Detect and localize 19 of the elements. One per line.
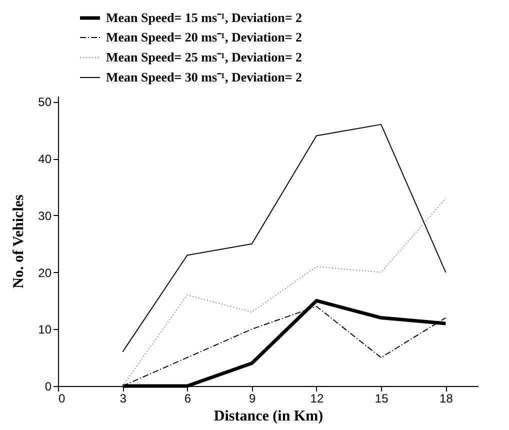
legend-label: Mean Speed= 30 ms⁻¹, Deviation= 2 (106, 70, 302, 84)
y-axis-title: No. of Vehicles (11, 194, 28, 288)
x-axis-title: Distance (in Km) (214, 408, 324, 424)
y-tick-label: 20 (38, 266, 52, 280)
x-tick-label: 9 (249, 392, 256, 406)
x-tick-label: 12 (310, 392, 324, 406)
x-tick-label: 6 (184, 392, 192, 406)
x-tick-label: 3 (120, 392, 127, 406)
legend-label: Mean Speed= 25 ms⁻¹, Deviation= 2 (106, 50, 302, 64)
legend-label: Mean Speed= 20 ms⁻¹, Deviation= 2 (106, 30, 302, 44)
y-tick-label: 50 (38, 95, 52, 110)
legend-label: Mean Speed= 15 ms⁻¹, Deviation= 2 (106, 10, 302, 25)
y-tick-label: 30 (38, 208, 52, 223)
x-tick-label: 15 (374, 392, 389, 406)
y-tick-label: 10 (38, 322, 52, 337)
y-tick-label: 0 (44, 380, 52, 394)
x-tick-label: 18 (440, 392, 454, 406)
y-tick-label: 40 (38, 152, 52, 166)
x-tick-label: 0 (58, 392, 66, 406)
